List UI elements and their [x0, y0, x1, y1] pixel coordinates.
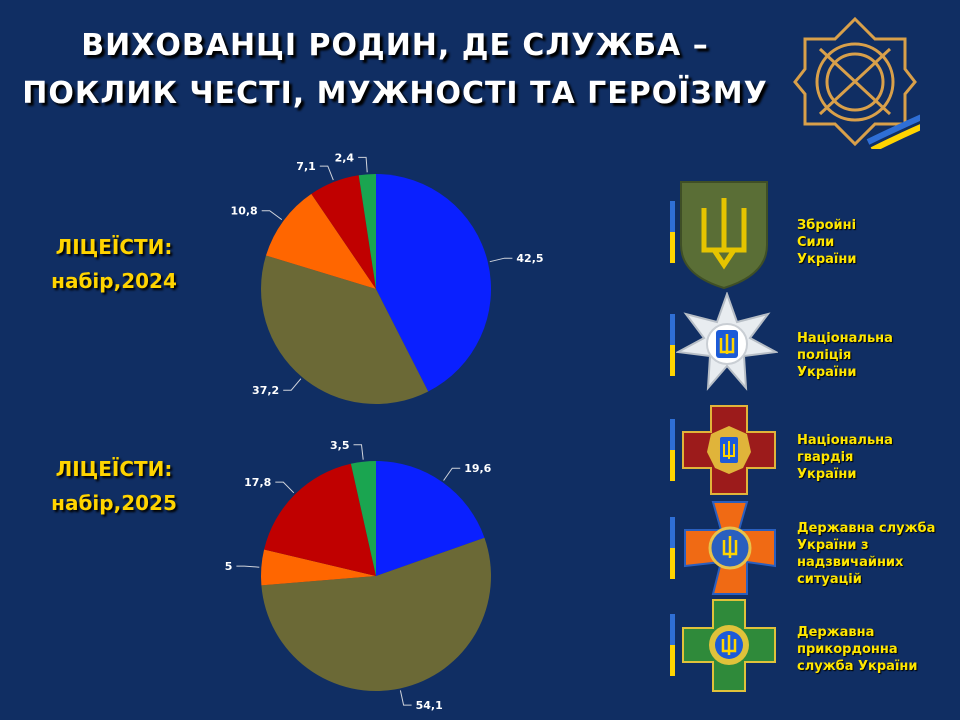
pie1-data-label-1: 42,5 [516, 252, 543, 265]
agency-national-police-line-2: поліція [797, 348, 852, 363]
pie1-data-label-3: 10,8 [231, 205, 258, 218]
page-title-line-1: ВИХОВАНЦІ РОДИН, ДЕ СЛУЖБА – [81, 28, 709, 63]
agency-border-guard-line-1: Державна [797, 625, 875, 640]
flag-bar-5 [670, 614, 675, 676]
emergency-service-emblem-icon [684, 501, 776, 595]
flag-bar-2 [670, 314, 675, 376]
lyceum-emblem-icon [793, 16, 920, 149]
agency-border-guard: Державна прикордонна служба України [797, 624, 957, 675]
pie2-data-label-3: 5 [225, 560, 233, 573]
agency-national-guard-line-1: Національна [797, 433, 893, 448]
pie1-data-label-4: 7,1 [296, 160, 316, 173]
chart-2025-label: ЛІЦЕЇСТИ: набір,2025 [14, 452, 214, 520]
flag-bar-4 [670, 517, 675, 579]
pie1-leader-line-4 [319, 165, 334, 181]
chart-2025-label-line1: ЛІЦЕЇСТИ: [55, 457, 173, 481]
pie-charts: 42,5 37,2 10,8 7,1 2,4 19,6 54,1 5 17,8 3,5 [225, 151, 544, 712]
agency-national-police-line-1: Національна [797, 331, 893, 346]
chart-2024-label: ЛІЦЕЇСТИ: набір,2024 [14, 230, 214, 298]
pie2-data-label-4: 17,8 [244, 476, 271, 489]
pie2-slice-2 [261, 537, 491, 692]
pie1-slice-1 [376, 174, 492, 392]
armed-forces-emblem-icon [680, 181, 768, 290]
pie2-slice-3 [260, 549, 376, 586]
agency-emergency-service-line-1: Державна служба [797, 521, 936, 536]
agency-national-guard: Національна гвардія України [797, 432, 957, 483]
pie1-data-label-2: 37,2 [252, 384, 279, 397]
pie1-slice-3 [265, 193, 376, 289]
agency-emergency-service-line-4: ситуацій [797, 572, 862, 587]
agency-armed-forces-line-1: Збройні [797, 218, 857, 233]
agency-national-police: Національна поліція України [797, 330, 957, 381]
national-police-emblem-icon [676, 292, 778, 391]
pie2-data-label-1: 19,6 [464, 462, 491, 475]
pie1-leader-line-3 [261, 210, 283, 221]
page-title-line-2: ПОКЛИК ЧЕСТІ, МУЖНОСТІ ТА ГЕРОЇЗМУ [22, 76, 768, 111]
flag-bar-3 [670, 419, 675, 481]
agency-border-guard-line-3: служба України [797, 659, 918, 674]
pie1-leader-line-2 [283, 378, 302, 391]
agency-emergency-service-line-3: надзвичайних [797, 555, 904, 570]
pie2-data-label-5: 3,5 [330, 439, 350, 452]
pie1-slice-5 [358, 174, 376, 289]
pie1-leader-line-5 [358, 156, 368, 173]
agency-national-guard-line-2: гвардія [797, 450, 854, 465]
border-guard-emblem-icon [682, 599, 776, 692]
agency-armed-forces-line-3: України [797, 252, 857, 267]
pie2-leader-line-2 [399, 690, 412, 706]
agency-armed-forces-line-2: Сили [797, 235, 835, 250]
pie2-slice-1 [376, 461, 485, 576]
agency-armed-forces: Збройні Сили України [797, 217, 957, 268]
pie2-data-label-2: 54,1 [416, 699, 443, 712]
flag-bar-1 [670, 201, 675, 263]
agency-emergency-service-line-2: України з [797, 538, 869, 553]
pie1-data-label-5: 2,4 [335, 151, 355, 164]
agency-national-police-line-3: України [797, 365, 857, 380]
pie2-slice-5 [350, 461, 376, 576]
pie1-slice-2 [261, 255, 429, 405]
chart-2025-label-line2: набір,2025 [51, 491, 177, 515]
pie1-slice-4 [311, 175, 376, 289]
pie2-leader-line-3 [236, 565, 260, 568]
pie2-slice-4 [264, 463, 376, 576]
pie2-leader-line-1 [443, 467, 461, 481]
chart-2024-label-line1: ЛІЦЕЇСТИ: [55, 235, 173, 259]
pie2-leader-line-5 [353, 444, 364, 460]
agency-border-guard-line-2: прикордонна [797, 642, 898, 657]
pie2-leader-line-4 [275, 481, 295, 494]
agency-emergency-service: Державна служба України з надзвичайних с… [797, 520, 957, 588]
pie1-leader-line-1 [489, 257, 513, 263]
chart-2024-label-line2: набір,2024 [51, 269, 177, 293]
national-guard-emblem-icon [682, 405, 776, 495]
agency-national-guard-line-3: України [797, 467, 857, 482]
